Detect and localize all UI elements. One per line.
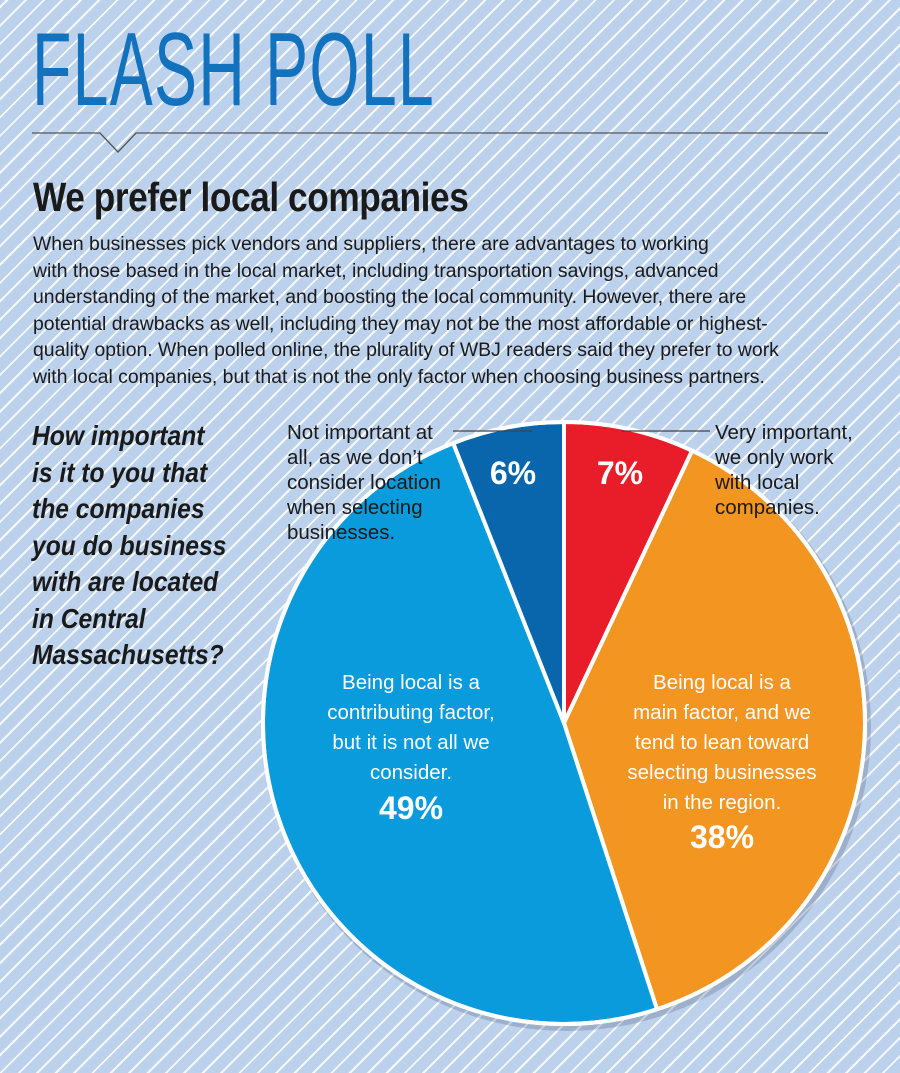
label-line: Very important, (715, 421, 853, 444)
body-line: with those based in the local market, in… (33, 259, 719, 282)
pie-outline (261, 420, 867, 1026)
slice-label-line: tend to lean toward (635, 731, 809, 754)
label-line: consider location (287, 471, 441, 494)
label-line: businesses. (287, 521, 396, 544)
slice-label-not-important: Not important at all, as we don’t consider… (287, 420, 441, 545)
label-line: all, as we don’t (287, 446, 423, 469)
intro-paragraph: When businesses pick vendors and supplie… (33, 231, 873, 391)
slice-label-line: contributing factor, (327, 701, 495, 724)
body-line: understanding of the market, and boostin… (33, 286, 747, 309)
slice-label-line: but it is not all we (332, 731, 489, 754)
label-line: companies. (715, 496, 820, 519)
question-line: in Central (32, 602, 146, 634)
label-line: we only work (715, 446, 834, 469)
question-line: the companies (32, 493, 205, 524)
question-line: you do business (32, 529, 227, 561)
body-line: with local companies, but that is not th… (33, 365, 765, 388)
headline: We prefer local companies (33, 174, 469, 220)
body-line: potential drawbacks as well, including t… (33, 312, 768, 335)
slice-label-line: main factor, and we (633, 701, 811, 724)
page-title: FLASH POLL (32, 12, 436, 128)
slice-label-line: Being local is a (653, 671, 791, 694)
body-line: When businesses pick vendors and supplie… (33, 233, 709, 255)
percent-label: 38% (690, 819, 754, 855)
label-line: Not important at (287, 421, 433, 444)
question-line: with are located (32, 566, 219, 597)
label-line: with local (715, 471, 800, 494)
question-line: is it to you that (32, 456, 208, 488)
slice-label-line: selecting businesses (627, 761, 816, 784)
percent-label: 7% (597, 455, 643, 491)
slice-label-line: consider. (370, 761, 452, 784)
poll-question: How important is it to you that the compan… (32, 418, 226, 674)
slice-label-line: in the region. (663, 791, 782, 814)
body-line: quality option. When polled online, the … (33, 339, 779, 362)
slice-label-very-important: Very important, we only work with local com… (715, 420, 853, 520)
question-line: How important (32, 420, 205, 451)
percent-label: 6% (490, 455, 536, 491)
label-line: when selecting (287, 496, 423, 519)
title-divider (32, 132, 828, 153)
question-line: Massachusetts? (32, 639, 224, 670)
percent-label: 49% (379, 790, 443, 826)
slice-label-line: Being local is a (342, 671, 480, 694)
